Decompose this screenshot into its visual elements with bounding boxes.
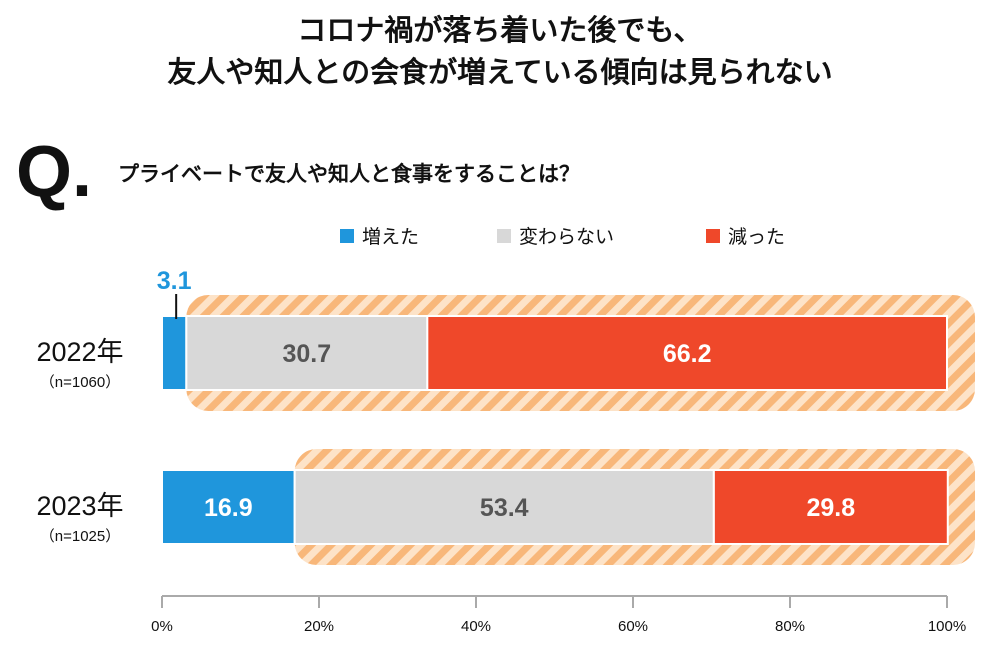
legend-label-0: 増えた	[362, 226, 419, 248]
legend-swatch-1	[497, 229, 511, 243]
data-label: 29.8	[806, 494, 855, 522]
legend-label-1: 変わらない	[519, 226, 614, 248]
bar-segment	[712, 469, 949, 545]
x-tick-label: 80%	[775, 618, 805, 635]
question-mark-label: Q.	[16, 132, 93, 212]
data-label: 30.7	[282, 340, 331, 368]
category-note: （n=1060）	[40, 374, 120, 391]
legend-swatch-2	[706, 229, 720, 243]
chart-title-line2: 友人や知人との会食が増えている傾向は見られない	[167, 55, 833, 89]
bar-segment	[161, 315, 188, 391]
x-tick-label: 40%	[461, 618, 491, 635]
x-tick-label: 20%	[304, 618, 334, 635]
x-tick-label: 0%	[151, 618, 173, 635]
chart-title-line1: コロナ禍が落ち着いた後でも、	[297, 13, 703, 47]
bar-segment	[426, 315, 948, 391]
category-label: 2023年	[36, 491, 123, 521]
bar-segment	[293, 469, 715, 545]
bar-segment	[161, 469, 296, 545]
data-label: 16.9	[204, 494, 253, 522]
x-tick-label: 60%	[618, 618, 648, 635]
question-text: プライベートで友人や知人と食事をすることは？	[118, 162, 580, 186]
category-label: 2022年	[36, 337, 123, 367]
data-label: 53.4	[480, 494, 529, 522]
data-label: 3.1	[157, 267, 192, 295]
legend-label-2: 減った	[728, 226, 785, 248]
x-tick-label: 100%	[928, 618, 966, 635]
data-label: 66.2	[663, 340, 712, 368]
category-note: （n=1025）	[40, 528, 120, 545]
legend-swatch-0	[340, 229, 354, 243]
